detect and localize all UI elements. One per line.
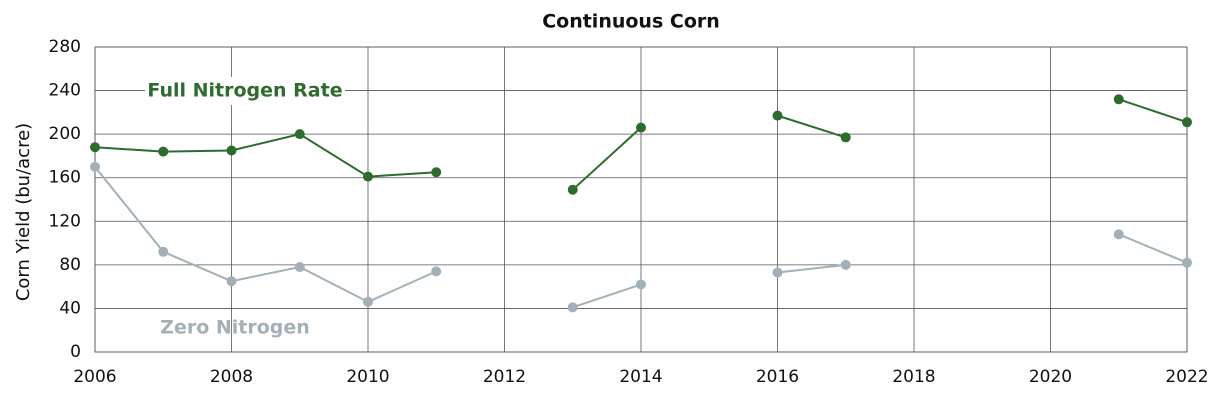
data-point xyxy=(431,167,442,178)
legend-label: Zero Nitrogen xyxy=(160,317,310,339)
data-point xyxy=(158,146,169,157)
chart-title: Continuous Corn xyxy=(542,11,720,33)
x-tick-label: 2018 xyxy=(892,367,935,387)
data-point xyxy=(840,132,851,143)
data-point xyxy=(772,267,783,278)
plot-border xyxy=(94,46,1188,353)
x-tick-label: 2006 xyxy=(73,367,116,387)
data-point xyxy=(636,122,646,133)
x-tick-label: 2020 xyxy=(1029,367,1072,387)
series-line xyxy=(94,166,1188,309)
data-point xyxy=(772,110,783,121)
legend-label: Full Nitrogen Rate xyxy=(147,80,342,102)
x-tick-label: 2022 xyxy=(1165,367,1208,387)
x-tick-label: 2014 xyxy=(619,367,662,387)
y-axis-label: Corn Yield (bu/acre) xyxy=(13,123,34,301)
data-point xyxy=(567,302,578,313)
data-point xyxy=(1182,257,1192,268)
data-point xyxy=(1113,229,1124,240)
data-point xyxy=(1113,94,1124,105)
data-point xyxy=(90,142,100,153)
x-tick-label: 2010 xyxy=(346,367,389,387)
data-point xyxy=(363,296,373,307)
y-tick-label: 80 xyxy=(59,255,81,275)
y-tick-label: 120 xyxy=(49,211,81,231)
x-tick-label: 2008 xyxy=(210,367,253,387)
y-tick-label: 200 xyxy=(49,124,81,144)
legend-background xyxy=(145,77,345,105)
data-point xyxy=(158,246,169,257)
y-tick-label: 0 xyxy=(70,342,81,362)
data-point xyxy=(567,184,578,195)
x-tick-label: 2016 xyxy=(756,367,799,387)
data-point xyxy=(636,279,646,290)
y-tick-label: 40 xyxy=(59,298,81,318)
data-point xyxy=(840,259,851,270)
data-point xyxy=(431,266,442,277)
data-point xyxy=(294,262,305,273)
data-point xyxy=(226,145,237,156)
data-point xyxy=(363,171,373,182)
y-tick-label: 240 xyxy=(49,81,81,101)
data-point xyxy=(226,276,237,287)
data-point xyxy=(1182,117,1192,128)
series-line xyxy=(94,98,1188,191)
y-tick-label: 160 xyxy=(49,168,81,188)
x-tick-label: 2012 xyxy=(483,367,526,387)
data-point xyxy=(90,161,100,172)
data-point xyxy=(294,129,305,140)
y-tick-label: 280 xyxy=(49,37,81,57)
